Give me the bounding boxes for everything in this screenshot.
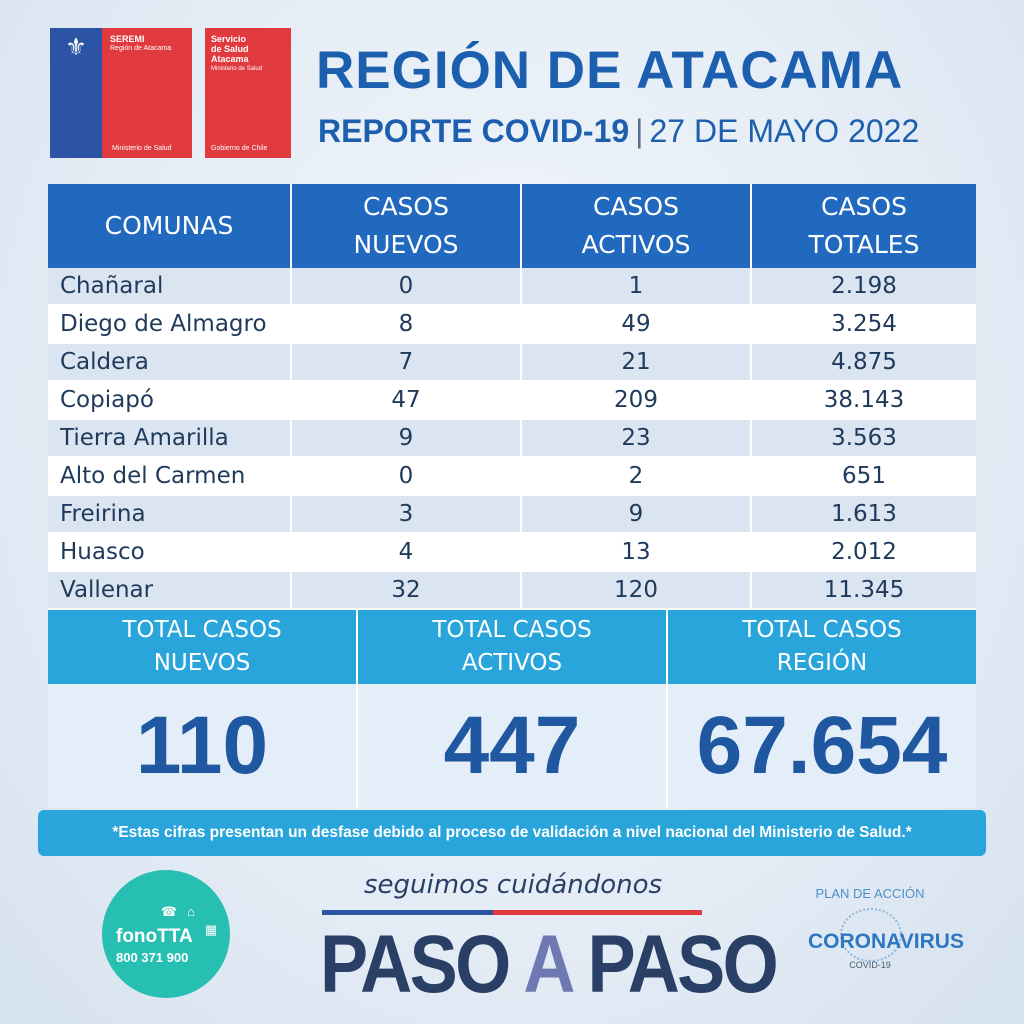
comuna-cell: Huasco [48,533,292,572]
comuna-cell: Chañaral [48,268,292,306]
totales-cell: 3.254 [751,305,976,344]
column-header-comunas: COMUNAS [48,184,292,268]
seremi-logo: ⚜ SEREMI Región de Atacama Ministerio de… [50,28,192,158]
fonotta-name: fonoTTA [116,926,193,947]
servicio-line4: Ministerio de Salud [211,66,263,72]
nuevos-cell: 9 [291,419,522,458]
nuevos-cell: 47 [291,381,522,420]
servicio-line3: Atacama [211,54,249,64]
slogan: seguimos cuidándonos [364,870,663,900]
nuevos-cell: 0 [291,268,522,306]
comuna-cell: Freirina [48,495,292,534]
disclaimer-note: *Estas cifras presentan un desfase debid… [38,810,986,856]
comuna-cell: Diego de Almagro [48,305,292,344]
building-icon: ▦ [204,922,218,937]
table-row: Freirina 3 9 1.613 [48,495,976,534]
paso-a-paso-logo: PASO A PASO [320,918,779,1012]
total-nuevos: TOTAL CASOS NUEVOS 110 [48,610,358,808]
report-label: REPORTE COVID-19 [318,113,630,149]
page-title: REGIÓN DE ATACAMA [316,41,904,100]
activos-cell: 120 [521,571,752,610]
separator: | [635,113,644,149]
totales-cell: 3.563 [751,419,976,458]
total-nuevos-value: 110 [48,684,356,808]
activos-cell: 9 [521,495,752,534]
activos-cell: 49 [521,305,752,344]
table-row: Alto del Carmen 0 2 651 [48,457,976,496]
house-icon: ⌂ [187,904,195,919]
totales-cell: 38.143 [751,381,976,420]
table-header-row: COMUNAS CASOS NUEVOS CASOS ACTIVOS CASOS… [48,184,976,268]
activos-cell: 13 [521,533,752,572]
totales-cell: 11.345 [751,571,976,610]
totales-cell: 2.198 [751,268,976,306]
virus-icon [840,908,902,962]
table-row: Vallenar 32 120 11.345 [48,571,976,610]
flag-bar [322,910,702,915]
totales-cell: 1.613 [751,495,976,534]
report-date: 27 DE MAYO 2022 [649,113,920,149]
page-subtitle: REPORTE COVID-19 | 27 DE MAYO 2022 [318,113,919,150]
table-row: Copiapó 47 209 38.143 [48,381,976,420]
plan-main-text: CORONAVIRUS [808,930,964,953]
logo-blue-strip [50,28,102,158]
nuevos-cell: 4 [291,533,522,572]
totales-cell: 651 [751,457,976,496]
nuevos-cell: 0 [291,457,522,496]
total-region-value: 67.654 [668,684,976,808]
total-activos-value: 447 [358,684,666,808]
table-row: Huasco 4 13 2.012 [48,533,976,572]
cases-table: COMUNAS CASOS NUEVOS CASOS ACTIVOS CASOS… [48,184,976,610]
servicio-line2: de Salud [211,44,249,54]
comuna-cell: Caldera [48,343,292,382]
plan-accion-logo: PLAN DE ACCIÓN CORONAVIRUS COVID-19 [808,872,964,996]
table-row: Chañaral 0 1 2.198 [48,268,976,306]
total-activos: TOTAL CASOS ACTIVOS 447 [358,610,668,808]
nuevos-cell: 32 [291,571,522,610]
comuna-cell: Alto del Carmen [48,457,292,496]
nuevos-cell: 3 [291,495,522,534]
total-region: TOTAL CASOS REGIÓN 67.654 [668,610,976,808]
comuna-cell: Tierra Amarilla [48,419,292,458]
paso-word-1: PASO [320,919,511,1010]
table-row: Caldera 7 21 4.875 [48,343,976,382]
table-row: Tierra Amarilla 9 23 3.563 [48,419,976,458]
comuna-cell: Vallenar [48,571,292,610]
activos-cell: 21 [521,343,752,382]
total-activos-label: TOTAL CASOS ACTIVOS [358,610,666,684]
plan-sub-text: COVID-19 [849,960,891,970]
nuevos-cell: 7 [291,343,522,382]
seremi-footer: Ministerio de Salud [112,145,172,152]
column-header-activos: CASOS ACTIVOS [521,184,752,268]
fonotta-number: 800 371 900 [116,950,189,965]
activos-cell: 1 [521,268,752,306]
seremi-subtitle: Región de Atacama [110,45,172,52]
totales-cell: 4.875 [751,343,976,382]
activos-cell: 23 [521,419,752,458]
fonotta-logo: ☎ ⌂ ▦ fonoTTA 800 371 900 [102,870,230,998]
total-nuevos-label: TOTAL CASOS NUEVOS [48,610,356,684]
seremi-title: SEREMI [110,34,145,44]
servicio-footer: Gobierno de Chile [211,145,268,152]
phone-icon: ☎ [160,904,178,919]
totales-cell: 2.012 [751,533,976,572]
table-row: Diego de Almagro 8 49 3.254 [48,305,976,344]
comuna-cell: Copiapó [48,381,292,420]
column-header-nuevos: CASOS NUEVOS [291,184,522,268]
plan-top-text: PLAN DE ACCIÓN [815,886,925,901]
servicio-line1: Servicio [211,34,247,44]
column-header-totales: CASOS TOTALES [751,184,976,268]
paso-word-2: PASO [587,919,779,1010]
activos-cell: 2 [521,457,752,496]
servicio-salud-logo: Servicio de Salud Atacama Ministerio de … [205,28,291,158]
total-region-label: TOTAL CASOS REGIÓN [668,610,976,684]
activos-cell: 209 [521,381,752,420]
coat-of-arms-icon: ⚜ [65,34,87,61]
paso-word-a: A [523,919,572,1010]
nuevos-cell: 8 [291,305,522,344]
totals-panel: TOTAL CASOS NUEVOS 110 TOTAL CASOS ACTIV… [48,610,976,808]
